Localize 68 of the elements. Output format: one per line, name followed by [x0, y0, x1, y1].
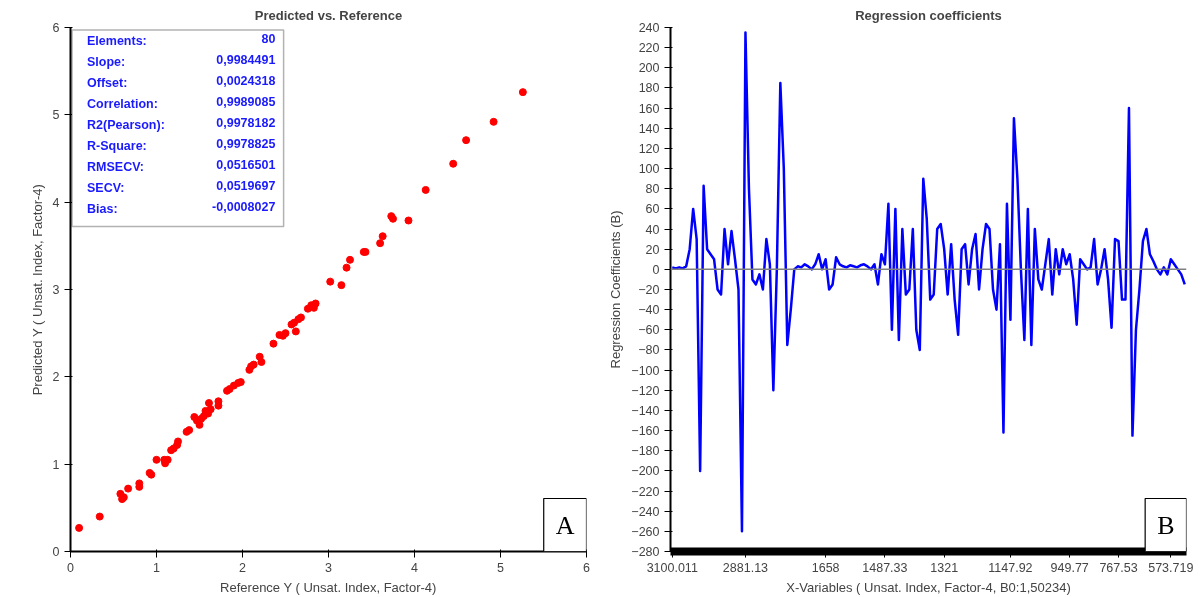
x-axis-title: Reference Y ( Unsat. Index, Factor-4) [220, 579, 437, 595]
x-tick-label: 3 [325, 560, 333, 575]
chart-title: Predicted vs. Reference [254, 7, 403, 23]
y-tick-label: 1 [52, 457, 60, 472]
y-tick-label: 4 [52, 195, 60, 210]
y-tick-label: 2 [52, 370, 60, 385]
y-axis-title: Predicted Y ( Unsat. Index, Factor-4) [29, 184, 45, 396]
y-tick-label: 3 [52, 283, 60, 297]
y-tick-label: 60 [645, 202, 660, 217]
x-tick-label: 6 [583, 560, 591, 575]
y-tick-label: 120 [638, 141, 660, 156]
text: R2(Pearson): 0,9978182 [87, 116, 276, 133]
x-tick-label: 5 [497, 560, 505, 575]
text: Offset: 0,0024318 [87, 74, 276, 91]
x-tick-label: 3100.011 [646, 560, 698, 575]
text: Elements: 80 [87, 32, 276, 49]
x-tick-label: 949.77 [1050, 560, 1089, 575]
text: R-Square: 0,9978825 [87, 137, 276, 154]
y-tick-label: −60 [638, 323, 660, 338]
text: Correlation: 0,9989085 [87, 95, 276, 112]
x-tick-label: 767.53 [1099, 560, 1138, 575]
x-tick-label: 2 [239, 560, 247, 575]
y-tick-label: 100 [638, 162, 660, 177]
line-series [670, 31, 1187, 533]
x-tick-label: 0 [67, 560, 75, 575]
y-tick-label: 80 [645, 182, 660, 197]
x-tick-label: 4 [411, 560, 419, 575]
y-tick-label: 6 [52, 21, 60, 35]
x-tick-label: 2881.13 [722, 560, 769, 575]
y-tick-label: 160 [638, 101, 660, 116]
y-tick-label: −180 [631, 444, 660, 459]
y-tick-label: −160 [631, 424, 660, 439]
y-tick-label: 40 [645, 222, 660, 237]
y-tick-label: −140 [631, 403, 660, 418]
y-tick-label: −240 [631, 504, 660, 519]
y-tick-label: −260 [631, 524, 660, 539]
x-tick-label: 1487.33 [862, 560, 908, 575]
y-tick-label: 5 [52, 108, 60, 123]
y-tick-label: −220 [631, 484, 660, 499]
y-tick-label: 200 [638, 61, 660, 76]
x-tick-label: 573.719 [1148, 560, 1194, 575]
y-axis-title: Regression Coefficients (B) [608, 210, 624, 369]
y-tick-label: −100 [631, 363, 660, 378]
text: Slope: 0,9984491 [87, 53, 276, 70]
y-tick-label: −200 [631, 464, 660, 479]
x-tick-label: 1147.92 [988, 560, 1033, 575]
y-tick-label: 0 [52, 545, 60, 559]
x-tick-label: 1 [153, 560, 161, 575]
y-tick-label: −120 [631, 383, 660, 398]
text: RMSECV: 0,0516501 [87, 158, 276, 175]
x-tick-label: 1658 [811, 560, 840, 575]
text: SECV: 0,0519697 [87, 179, 276, 196]
x-tick-label: 1321 [930, 560, 959, 575]
x-axis-title: X-Variables ( Unsat. Index, Factor-4, B0:1,50234) [786, 579, 1071, 595]
y-tick-label: 240 [638, 21, 660, 35]
annotation: A [555, 510, 575, 540]
y-tick-label: 0 [652, 262, 660, 277]
y-tick-label: 20 [645, 242, 660, 257]
y-tick-label: 180 [638, 81, 660, 96]
y-tick-label: −40 [638, 303, 660, 318]
y-tick-label: 140 [638, 121, 660, 136]
text: Bias: -0,0008027 [87, 199, 276, 216]
annotation: B [1157, 510, 1175, 540]
y-tick-label: −20 [638, 283, 660, 297]
y-tick-label: −80 [638, 343, 660, 358]
y-tick-label: −280 [631, 545, 660, 559]
chart-title: Regression coefficients [855, 7, 1002, 23]
y-tick-label: 220 [638, 41, 660, 56]
